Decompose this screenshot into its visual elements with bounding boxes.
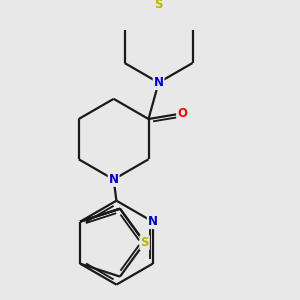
Text: N: N <box>154 76 164 89</box>
Text: N: N <box>148 215 158 228</box>
Text: N: N <box>109 173 118 186</box>
Text: S: S <box>140 236 149 249</box>
Text: O: O <box>177 107 187 120</box>
Text: S: S <box>154 0 163 11</box>
